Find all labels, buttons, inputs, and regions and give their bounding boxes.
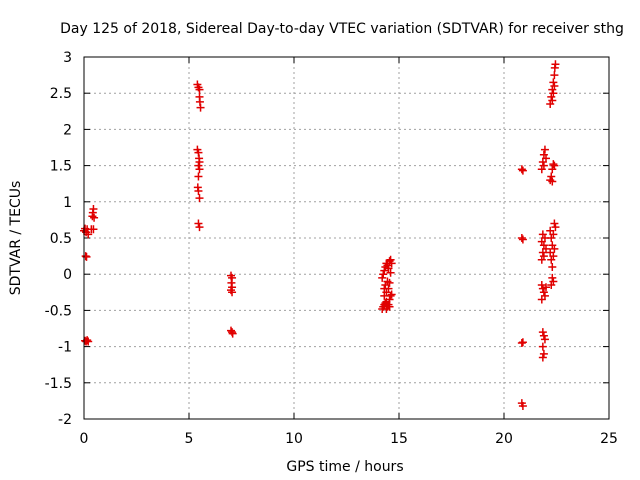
data-point xyxy=(549,78,558,87)
grid-lines xyxy=(84,57,609,419)
data-point xyxy=(549,89,558,98)
data-point xyxy=(547,172,556,181)
chart-title: Day 125 of 2018, Sidereal Day-to-day VTE… xyxy=(60,21,624,37)
data-point xyxy=(194,172,203,181)
data-point xyxy=(550,244,559,253)
x-tick-label: 15 xyxy=(390,431,408,447)
x-tick-label: 5 xyxy=(185,431,194,447)
data-point xyxy=(542,283,550,292)
data-point xyxy=(551,60,560,69)
y-tick-label: 0 xyxy=(63,267,72,283)
data-point xyxy=(548,177,557,186)
data-points xyxy=(80,60,560,410)
data-point xyxy=(384,284,393,293)
x-tick-label: 20 xyxy=(495,431,513,447)
plot-frame xyxy=(83,56,610,420)
data-point xyxy=(538,353,547,362)
data-point xyxy=(538,328,547,337)
data-point xyxy=(385,295,394,304)
data-point xyxy=(378,273,387,282)
data-point xyxy=(517,165,526,174)
data-point xyxy=(550,161,559,170)
x-tick-labels: 0 5 10 15 20 25 xyxy=(80,431,618,447)
data-point xyxy=(89,205,98,214)
y-tick-label: -0.5 xyxy=(45,303,72,319)
data-point xyxy=(195,85,204,94)
data-point xyxy=(550,219,559,228)
data-point xyxy=(380,266,389,275)
data-point xyxy=(548,273,557,282)
data-point xyxy=(386,268,395,277)
data-point xyxy=(194,161,203,170)
data-point xyxy=(195,194,204,203)
data-point xyxy=(549,230,558,239)
data-point xyxy=(387,259,396,268)
data-point xyxy=(538,342,547,351)
y-tick-label: -1 xyxy=(58,340,72,356)
data-point xyxy=(385,302,394,311)
data-point xyxy=(549,160,558,169)
y-tick-label: 2.5 xyxy=(50,86,72,102)
data-point xyxy=(539,288,548,297)
data-point xyxy=(194,219,203,228)
y-tick-label: 1.5 xyxy=(50,159,72,175)
data-point xyxy=(384,264,393,273)
data-point xyxy=(537,295,546,304)
data-point xyxy=(548,262,557,271)
data-point xyxy=(90,213,99,222)
data-point xyxy=(538,248,547,257)
y-tick-label: 1 xyxy=(63,195,72,211)
x-tick-label: 10 xyxy=(285,431,303,447)
y-tick-label: 0.5 xyxy=(50,231,72,247)
data-point xyxy=(550,71,559,80)
data-point xyxy=(518,235,527,244)
data-point xyxy=(195,165,204,174)
data-point xyxy=(518,338,527,347)
data-point xyxy=(84,337,93,346)
y-tick-label: 2 xyxy=(63,122,72,138)
data-point xyxy=(517,234,526,242)
data-point xyxy=(537,281,546,290)
data-point xyxy=(195,157,204,166)
data-point xyxy=(550,81,559,90)
y-tick-label: 3 xyxy=(63,50,72,66)
data-point xyxy=(518,166,527,175)
data-point xyxy=(89,225,98,234)
y-tick-label: -1.5 xyxy=(45,376,72,392)
data-point xyxy=(539,252,548,261)
data-point xyxy=(539,331,548,340)
x-axis-label: GPS time / hours xyxy=(286,459,403,475)
data-point xyxy=(383,277,392,286)
data-point xyxy=(539,161,548,170)
data-point xyxy=(549,252,558,261)
y-tick-label: -2 xyxy=(58,412,72,428)
x-tick-label: 25 xyxy=(600,431,618,447)
data-point xyxy=(386,255,395,264)
data-point xyxy=(228,288,237,297)
data-point xyxy=(84,230,93,239)
y-tick-labels: -2 -1.5 -1 -0.5 0 0.5 1 1.5 2 2.5 3 xyxy=(45,50,72,428)
data-point xyxy=(539,349,548,358)
data-point xyxy=(379,270,388,279)
data-point xyxy=(196,103,205,112)
data-point xyxy=(518,401,527,410)
data-point xyxy=(387,290,396,299)
data-point xyxy=(228,329,237,338)
data-point xyxy=(195,223,204,232)
data-point xyxy=(540,145,549,154)
x-tick-label: 0 xyxy=(80,431,89,447)
data-point xyxy=(540,335,549,344)
data-point xyxy=(548,96,557,105)
y-axis-label: SDTVAR / TECUs xyxy=(8,181,24,296)
data-point xyxy=(380,291,389,300)
data-point xyxy=(194,186,203,195)
data-point xyxy=(542,154,550,163)
data-point xyxy=(547,281,556,290)
data-point xyxy=(551,223,560,232)
